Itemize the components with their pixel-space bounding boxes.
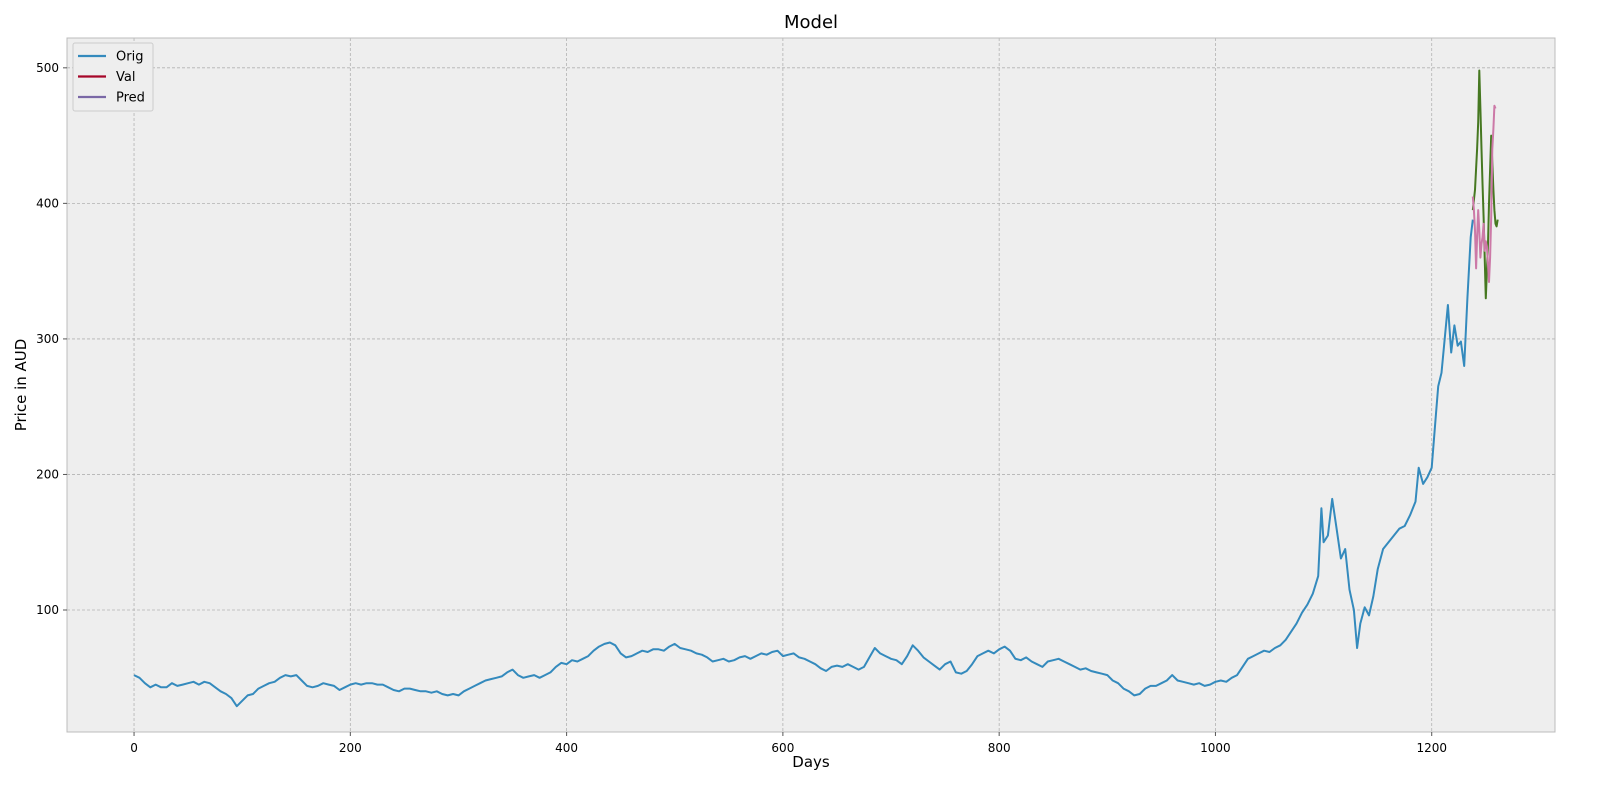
- y-tick-label: 100: [36, 603, 59, 617]
- x-tick-label: 1000: [1200, 741, 1231, 755]
- x-axis-ticks: 0 200 400 600 800 1000 1200: [130, 732, 1447, 755]
- series-line-orig: [133, 219, 1474, 708]
- y-tick-label: 500: [36, 61, 59, 75]
- x-tick-label: 400: [555, 741, 578, 755]
- grid-lines: [67, 38, 1555, 732]
- y-axis-ticks: 100 200 300 400 500: [36, 61, 67, 617]
- series-lines: [133, 69, 1499, 708]
- legend-label: Val: [116, 70, 135, 85]
- y-tick-label: 300: [36, 332, 59, 346]
- legend-box: [72, 42, 154, 112]
- chart-title: Model: [784, 12, 838, 33]
- legend-label: Orig: [116, 50, 143, 65]
- series-line-pred: [1471, 104, 1497, 283]
- series-line-val: [1471, 69, 1499, 300]
- x-axis-label: Days: [792, 753, 830, 771]
- legend: Orig Val Pred: [72, 42, 154, 112]
- plot-area: [67, 38, 1555, 732]
- x-tick-label: 600: [771, 741, 794, 755]
- y-axis-label: Price in AUD: [12, 339, 30, 432]
- x-tick-label: 1200: [1416, 741, 1447, 755]
- x-tick-label: 200: [339, 741, 362, 755]
- legend-label: Pred: [116, 91, 145, 106]
- y-tick-label: 200: [36, 467, 59, 481]
- y-tick-label: 400: [36, 196, 59, 210]
- x-tick-label: 800: [988, 741, 1011, 755]
- plot-frame: [66, 37, 1556, 733]
- x-tick-label: 0: [130, 741, 138, 755]
